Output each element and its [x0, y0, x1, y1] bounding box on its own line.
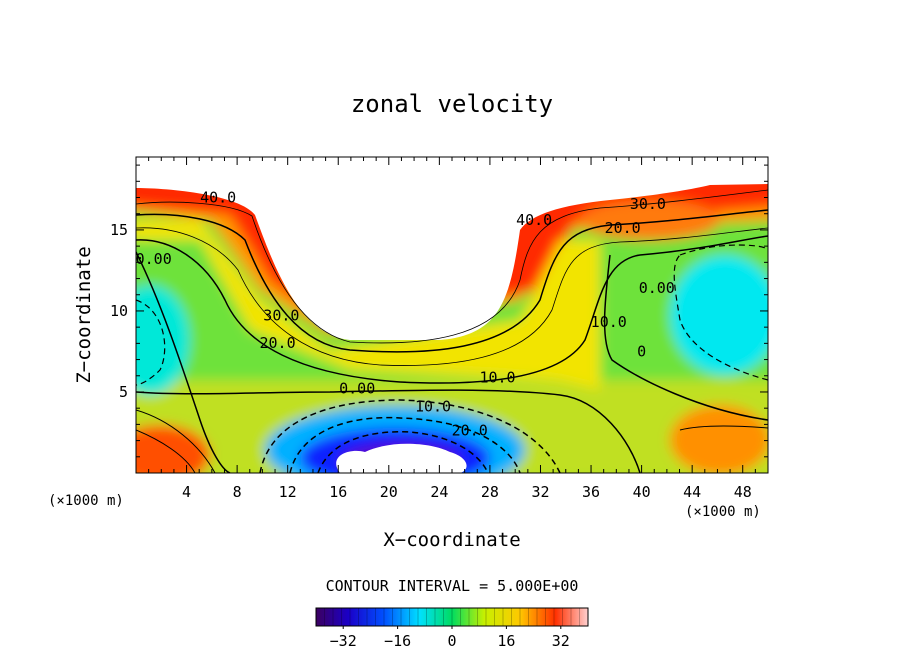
colorbar-tick-label: 16 — [497, 632, 515, 650]
contour-label: 0 — [637, 342, 646, 360]
x-tick-label: 12 — [279, 483, 297, 501]
masked-region — [136, 157, 768, 340]
masked-region-bottom — [336, 443, 467, 473]
contour-label: 0.00 — [639, 279, 675, 297]
x-tick-label: 44 — [683, 483, 701, 501]
contour-label: 30.0 — [630, 195, 666, 213]
contour-interval-text: CONTOUR INTERVAL = 5.000E+00 — [326, 577, 579, 595]
y-tick-label: 15 — [110, 221, 128, 239]
chart-title: zonal velocity — [351, 90, 553, 118]
contour-labels: 40.0 40.0 30.0 20.0 30.0 20.0 0.00 0.00 10.0 0 0.0… — [136, 188, 675, 439]
contour-label: 10.0 — [479, 368, 515, 386]
y-tick-label: 10 — [110, 302, 128, 320]
colorbar-tick-label: −16 — [384, 632, 411, 650]
contour-label: 0.00 — [339, 380, 375, 398]
x-tick-label: 4 — [182, 483, 191, 501]
contour-label: 40.0 — [200, 188, 236, 206]
x-unit-left: (×1000 m) — [48, 493, 124, 509]
contour-label: 20.0 — [452, 422, 488, 440]
colorbar-tick-label: 0 — [447, 632, 456, 650]
colorbar-tick-label: 32 — [552, 632, 570, 650]
contour-label: 40.0 — [516, 211, 552, 229]
contour-label: 20.0 — [260, 334, 296, 352]
x-tick-label: 8 — [233, 483, 242, 501]
contour-lines — [136, 189, 768, 473]
contour-label: 10.0 — [415, 397, 451, 415]
x-tick-label: 40 — [633, 483, 651, 501]
colorbar-tick-label: −32 — [330, 632, 357, 650]
contour-label: 10.0 — [591, 313, 627, 331]
velocity-field: 40.0 40.0 30.0 20.0 30.0 20.0 0.00 0.00 10.0 0 0.0… — [136, 157, 768, 473]
x-axis-label: X−coordinate — [383, 529, 520, 551]
contour-label: 0.00 — [136, 250, 172, 268]
contour-label: 20.0 — [605, 219, 641, 237]
x-tick-label: 28 — [481, 483, 499, 501]
colorbar-ticks: −32 −16 0 16 32 — [315, 608, 589, 650]
x-tick-label: 16 — [329, 483, 347, 501]
x-tick-label: 24 — [430, 483, 448, 501]
x-tick-label: 48 — [734, 483, 752, 501]
x-unit-right: (×1000 m) — [685, 504, 761, 520]
x-tick-label: 36 — [582, 483, 600, 501]
y-axis-label: Z−coordinate — [73, 246, 95, 383]
x-tick-label: 32 — [531, 483, 549, 501]
y-tick-label: 5 — [119, 383, 128, 401]
x-tick-label: 20 — [380, 483, 398, 501]
contour-label: 30.0 — [263, 307, 299, 325]
